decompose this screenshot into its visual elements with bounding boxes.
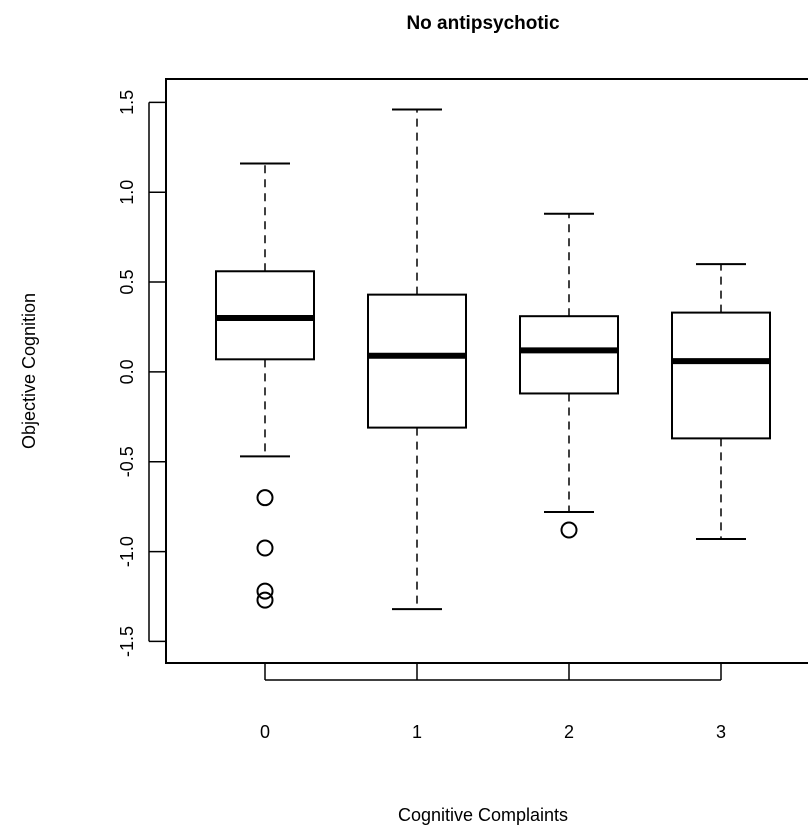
x-tick-label: 1 xyxy=(412,722,422,742)
box-group-0 xyxy=(215,162,315,609)
outlier-point xyxy=(560,521,578,539)
x-tick-label: 0 xyxy=(260,722,270,742)
box-group-1 xyxy=(367,108,467,611)
y-tick-label: 0.5 xyxy=(117,270,137,295)
box-group-3 xyxy=(671,263,771,541)
x-axis-title: Cognitive Complaints xyxy=(398,805,568,825)
y-tick-label: 1.0 xyxy=(117,180,137,205)
x-tick-label: 2 xyxy=(564,722,574,742)
y-tick-label: 0.0 xyxy=(117,359,137,384)
y-tick-label: -1.5 xyxy=(117,626,137,657)
iqr-box xyxy=(519,315,619,395)
boxes xyxy=(215,108,771,611)
x-axis: 0 1 2 3 xyxy=(260,663,726,742)
plot-frame xyxy=(165,78,808,664)
outlier-point xyxy=(256,591,274,609)
iqr-box xyxy=(367,293,467,429)
outlier-point xyxy=(256,489,274,507)
y-axis-title: Objective Cognition xyxy=(19,293,39,449)
iqr-box xyxy=(671,311,771,440)
box-group-2 xyxy=(519,212,619,539)
y-tick-label: -1.0 xyxy=(117,536,137,567)
outlier-point xyxy=(256,582,274,600)
y-tick-label: -0.5 xyxy=(117,446,137,477)
y-tick-label: 1.5 xyxy=(117,90,137,115)
outlier-point xyxy=(256,539,274,557)
chart-title: No antipsychotic xyxy=(406,13,560,34)
y-axis: -1.5 -1.0 -0.5 0.0 0.5 1.0 1.5 xyxy=(117,90,166,657)
x-tick-label: 3 xyxy=(716,722,726,742)
